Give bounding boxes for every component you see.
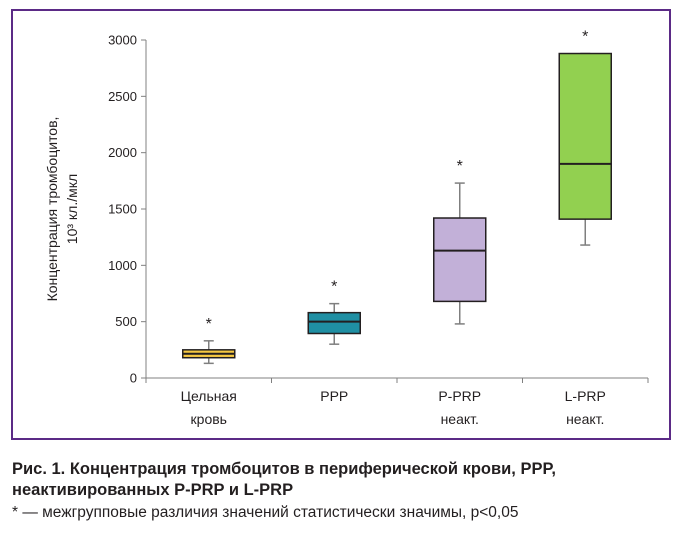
y-tick-label: 2000 [108, 145, 137, 160]
caption-title: Рис. 1. Концентрация тромбоцитов в периф… [12, 460, 556, 499]
box-group: * [182, 316, 236, 365]
y-tick-label: 500 [115, 314, 137, 329]
significance-marker: * [331, 279, 337, 296]
iqr-box [433, 217, 487, 303]
box-plot-chart: Концентрация тромбоцитов, 10³ кл./мкл 0 5… [44, 29, 649, 427]
x-category-label-line-1: PPP [320, 388, 348, 404]
y-axis-label-line-1: Концентрация тромбоцитов, [44, 117, 60, 302]
significance-marker: * [582, 29, 588, 46]
x-category-label-line-2: неакт. [441, 411, 479, 427]
iqr-box [307, 311, 361, 335]
significance-marker: * [206, 316, 212, 333]
box-group: * [307, 279, 361, 345]
figure-caption: Рис. 1. Концентрация тромбоцитов в периф… [12, 459, 680, 523]
y-tick-label: 3000 [108, 33, 137, 48]
iqr-box [558, 52, 612, 220]
significance-marker: * [457, 158, 463, 175]
x-category-label-line-2: неакт. [566, 411, 604, 427]
y-tick-label: 2500 [108, 89, 137, 104]
x-category-label-line-1: P-PRP [438, 388, 481, 404]
x-category-label-line-1: L-PRP [565, 388, 606, 404]
chart-frame [11, 9, 671, 440]
x-category-label-line-2: кровь [191, 411, 227, 427]
box-group: * [558, 29, 612, 246]
caption-note: * — межгрупповые различия значений стати… [12, 504, 519, 521]
box-group: * [433, 158, 487, 325]
y-tick-label: 0 [130, 371, 137, 386]
y-axis-label-line-2: 10³ кл./мкл [64, 174, 80, 244]
y-axis-label: Концентрация тромбоцитов, 10³ кл./мкл [44, 117, 80, 302]
x-category-label-line-1: Цельная [181, 388, 237, 404]
y-tick-label: 1500 [108, 202, 137, 217]
y-tick-label: 1000 [108, 258, 137, 273]
